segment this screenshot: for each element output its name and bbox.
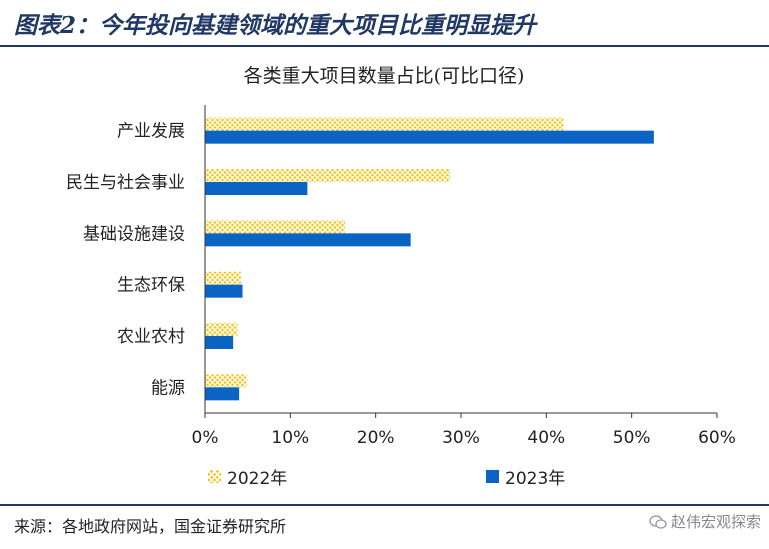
x-tick-label: 40% — [527, 428, 565, 448]
wechat-icon — [649, 514, 667, 529]
watermark-text: 赵伟宏观探索 — [670, 513, 761, 531]
legend-label-2023: 2023年 — [505, 469, 566, 489]
x-tick-label: 60% — [698, 428, 736, 448]
bar-2022-0 — [205, 117, 564, 131]
watermark: 赵伟宏观探索 — [649, 511, 761, 532]
x-tick-label: 20% — [357, 428, 395, 448]
legend-swatch-2022 — [208, 470, 221, 483]
bar-2022-2 — [205, 220, 345, 234]
bar-2022-4 — [205, 323, 238, 336]
legend-item-2022: 2022年 — [208, 464, 287, 489]
x-tick-label: 30% — [442, 428, 480, 448]
category-label: 产业发展 — [117, 122, 185, 142]
figure-title: 图表2：今年投向基建领域的重大项目比重明显提升 — [14, 12, 537, 39]
x-tick-label: 0% — [192, 428, 219, 448]
category-label: 基础设施建设 — [83, 224, 185, 244]
bar-chart: 各类重大项目数量占比(可比口径) 产业发展民生与社会事业基础设施建设生态环保农业… — [66, 65, 736, 448]
x-tick-label: 10% — [271, 428, 309, 448]
category-label: 能源 — [151, 378, 185, 398]
bar-2023-0 — [205, 130, 654, 144]
legend-label-2022: 2022年 — [227, 469, 288, 489]
bar-2022-5 — [205, 374, 247, 388]
bar-2022-3 — [205, 271, 241, 285]
category-label: 民生与社会事业 — [66, 173, 185, 193]
bar-2023-4 — [205, 336, 234, 349]
category-label: 农业农村 — [117, 327, 185, 347]
x-tick-label: 50% — [613, 428, 651, 448]
bar-2023-3 — [205, 284, 243, 298]
category-label: 生态环保 — [117, 276, 185, 296]
legend-swatch-2023 — [486, 470, 499, 483]
bar-2023-2 — [205, 233, 411, 247]
bar-2023-5 — [205, 387, 240, 401]
top-rule — [0, 45, 769, 47]
chart-title: 各类重大项目数量占比(可比口径) — [244, 65, 525, 87]
bar-2023-1 — [205, 182, 308, 195]
bar-2022-1 — [205, 169, 450, 182]
source-note: 来源：各地政府网站，国金证券研究所 — [14, 517, 287, 536]
bottom-rule — [0, 504, 769, 506]
legend-item-2023: 2023年 — [486, 464, 565, 489]
